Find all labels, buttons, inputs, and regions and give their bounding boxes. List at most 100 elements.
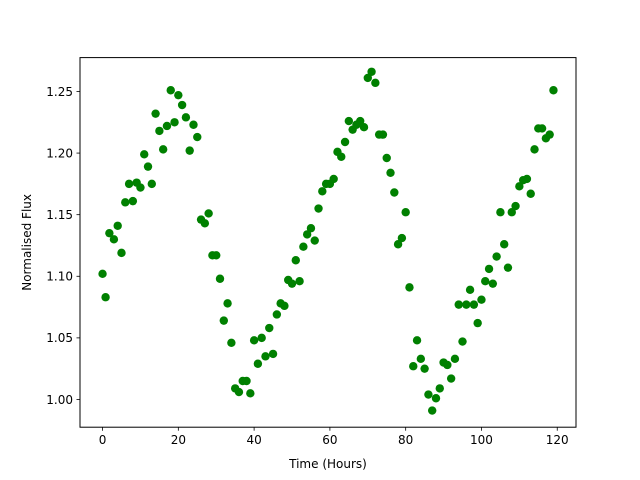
- data-point: [215, 274, 225, 283]
- data-point: [185, 146, 194, 155]
- data-point: [481, 277, 490, 286]
- data-point: [291, 256, 300, 265]
- x-axis-ticks: 0 20 40 60 80 100 120: [99, 427, 569, 447]
- data-point: [393, 240, 403, 249]
- data-point: [310, 236, 319, 245]
- data-point: [386, 168, 395, 177]
- data-point: [101, 293, 110, 302]
- x-tick-label: 40: [246, 433, 261, 447]
- plot-frame: [79, 57, 577, 428]
- y-tick-label: 1.25: [46, 85, 73, 99]
- data-point: [329, 174, 338, 184]
- data-point: [503, 263, 513, 272]
- data-point: [287, 279, 297, 288]
- data-point: [507, 208, 516, 217]
- data-point: [484, 264, 494, 274]
- data-point: [446, 374, 456, 383]
- data-point: [200, 219, 210, 228]
- data-point: [450, 354, 460, 364]
- data-point: [477, 295, 486, 304]
- data-point: [515, 182, 524, 191]
- data-point: [428, 406, 437, 415]
- data-point: [306, 224, 316, 233]
- y-tick-label: 1.20: [46, 146, 73, 160]
- data-point: [128, 196, 138, 206]
- data-point: [371, 78, 380, 88]
- data-point: [162, 121, 172, 131]
- data-point: [253, 359, 263, 368]
- data-point: [113, 221, 122, 230]
- data-point: [511, 201, 520, 211]
- y-axis-ticks: 1.00 1.05 1.10 1.15 1.20 1.25: [46, 85, 80, 407]
- data-point: [318, 187, 327, 196]
- data-point: [522, 174, 532, 184]
- data-point: [473, 318, 482, 328]
- data-point: [443, 360, 452, 370]
- x-tick-label: 100: [470, 433, 493, 447]
- data-point: [265, 323, 274, 333]
- data-point: [469, 300, 479, 309]
- y-tick-label: 1.15: [46, 208, 73, 222]
- y-tick-label: 1.05: [46, 331, 73, 345]
- data-point: [257, 333, 266, 343]
- data-point: [155, 126, 164, 136]
- data-point: [496, 208, 505, 217]
- data-point: [117, 248, 126, 258]
- data-point: [158, 145, 168, 154]
- data-point: [280, 301, 289, 311]
- data-point: [177, 100, 187, 110]
- data-point: [147, 179, 156, 189]
- data-point: [174, 90, 183, 100]
- data-point: [140, 150, 149, 159]
- data-point: [424, 390, 433, 399]
- data-point: [488, 279, 498, 288]
- x-tick-label: 60: [322, 433, 337, 447]
- x-tick-label: 20: [171, 433, 186, 447]
- data-point: [382, 153, 391, 163]
- data-point: [412, 336, 422, 345]
- data-point: [530, 145, 539, 154]
- data-point: [189, 120, 198, 129]
- data-point: [272, 310, 282, 319]
- data-point: [465, 285, 475, 295]
- data-point: [136, 183, 145, 192]
- data-point: [223, 299, 232, 308]
- data-point: [151, 109, 160, 118]
- data-point: [363, 73, 372, 83]
- data-point: [537, 124, 547, 133]
- data-point: [261, 352, 270, 361]
- y-tick-label: 1.00: [46, 393, 73, 407]
- data-point: [458, 337, 467, 346]
- data-point: [193, 132, 202, 142]
- data-point: [121, 198, 130, 207]
- data-point: [340, 137, 350, 147]
- data-point: [337, 152, 346, 161]
- data-point: [219, 316, 228, 325]
- data-points: [98, 67, 558, 415]
- data-point: [405, 283, 414, 292]
- data-point: [462, 300, 471, 309]
- data-point: [545, 130, 554, 139]
- x-tick-label: 0: [99, 433, 107, 447]
- y-tick-label: 1.10: [46, 270, 73, 284]
- data-point: [249, 336, 259, 345]
- data-point: [359, 123, 369, 132]
- data-point: [549, 86, 558, 95]
- data-point: [416, 354, 426, 364]
- data-point: [299, 242, 308, 251]
- data-point: [98, 269, 107, 279]
- data-point: [302, 230, 312, 239]
- y-axis-label: Normalised Flux: [20, 194, 34, 291]
- data-point: [378, 130, 388, 139]
- data-point: [109, 235, 119, 244]
- data-point: [435, 384, 444, 393]
- data-point: [356, 116, 365, 126]
- data-point: [234, 387, 244, 397]
- x-axis-label: Time (Hours): [288, 457, 367, 471]
- data-point: [492, 252, 501, 261]
- data-point: [246, 389, 255, 398]
- data-point: [105, 228, 114, 238]
- data-point: [314, 204, 323, 213]
